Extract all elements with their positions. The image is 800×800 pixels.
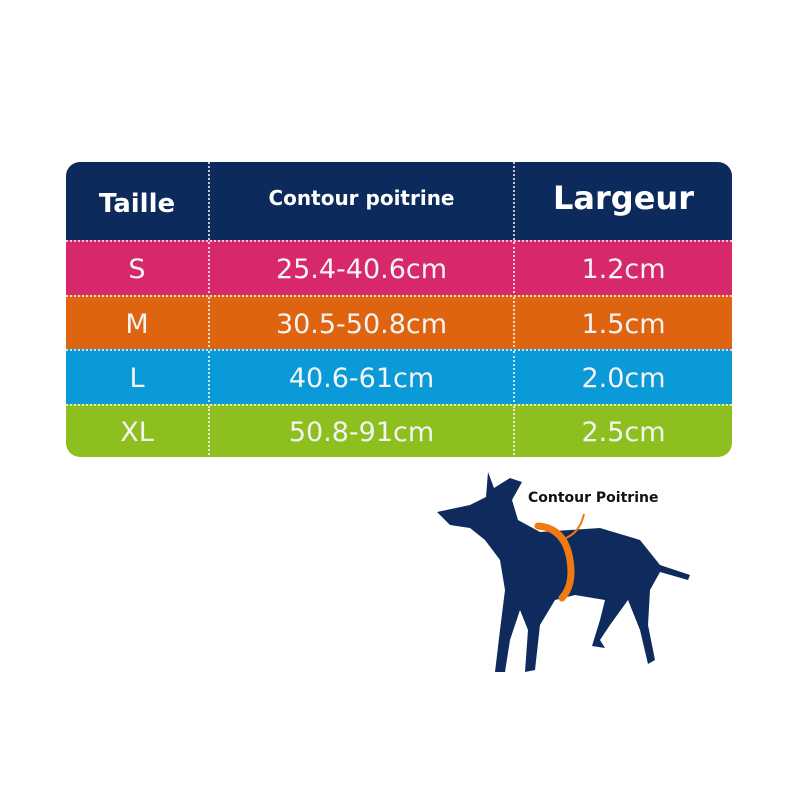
width-cell: 2.5cm	[581, 417, 666, 448]
size-cell: XL	[66, 406, 210, 457]
table-row: S 25.4-40.6cm 1.2cm	[66, 240, 732, 297]
chest-measure-label: Contour Poitrine	[528, 490, 659, 506]
chest-cell: 50.8-91cm	[210, 406, 515, 457]
table-row: L 40.6-61cm 2.0cm	[66, 349, 732, 406]
header-largeur: Largeur	[553, 179, 694, 217]
dog-silhouette	[437, 472, 690, 672]
table-header-row: Taille Contour poitrine Largeur	[66, 162, 732, 240]
width-cell: 1.5cm	[581, 308, 666, 340]
header-taille: Taille	[66, 162, 210, 240]
size-cell: M	[66, 297, 210, 351]
size-cell: L	[66, 351, 210, 406]
table-row: M 30.5-50.8cm 1.5cm	[66, 295, 732, 351]
chest-cell: 25.4-40.6cm	[210, 242, 515, 297]
table-row: XL 50.8-91cm 2.5cm	[66, 404, 732, 457]
header-contour-poitrine: Contour poitrine	[210, 162, 515, 240]
chest-band	[534, 522, 575, 602]
width-cell: 1.2cm	[581, 254, 666, 285]
size-cell: S	[66, 242, 210, 297]
width-cell: 2.0cm	[581, 363, 666, 394]
size-table: Taille Contour poitrine Largeur S 25.4-4…	[66, 162, 732, 457]
chest-cell: 40.6-61cm	[210, 351, 515, 406]
chest-cell: 30.5-50.8cm	[210, 297, 515, 351]
chest-band-strap	[565, 513, 585, 539]
